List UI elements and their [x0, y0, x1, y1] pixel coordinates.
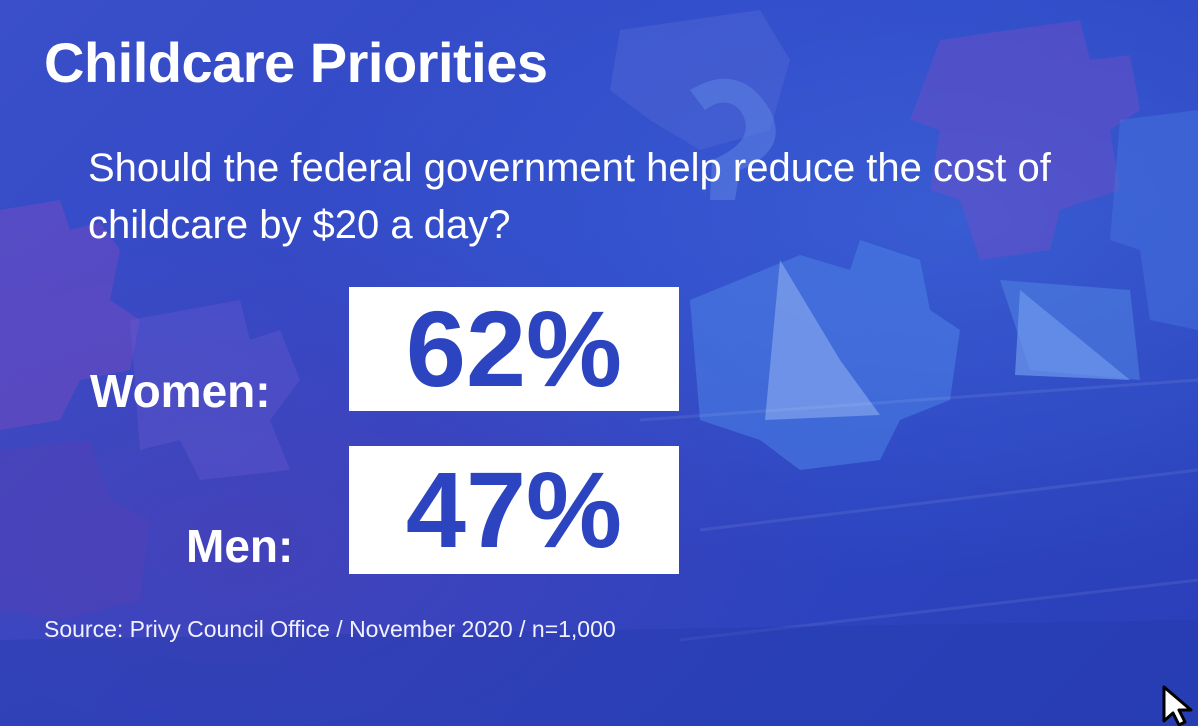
men-label: Men:: [186, 520, 294, 572]
poll-question: Should the federal government help reduc…: [88, 146, 1051, 247]
men-percentage: 47%: [349, 446, 679, 574]
slide-title: Childcare Priorities: [44, 31, 548, 94]
women-label: Women:: [90, 365, 271, 417]
women-percentage: 62%: [349, 287, 679, 411]
mouse-pointer-icon: [1162, 685, 1193, 726]
source-note: Source: Privy Council Office / November …: [44, 616, 616, 642]
